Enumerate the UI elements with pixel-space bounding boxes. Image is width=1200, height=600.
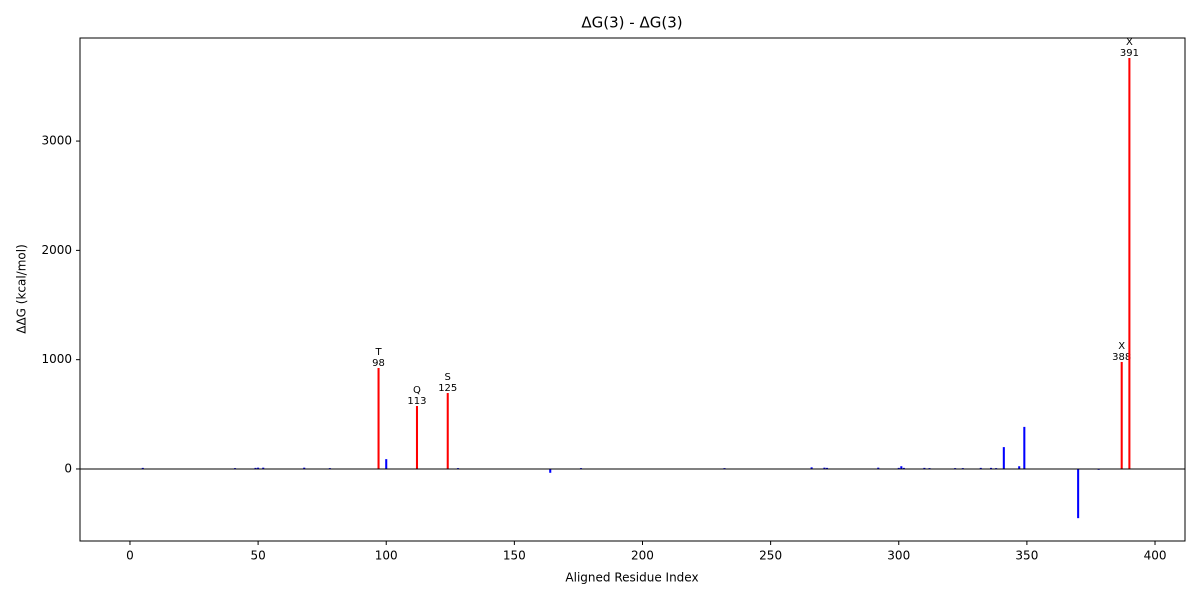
annotation-number: 98: [372, 358, 385, 369]
bar: [1002, 447, 1005, 469]
bar: [1128, 58, 1131, 469]
bar: [1077, 468, 1080, 519]
bar: [900, 466, 903, 469]
bar: [897, 467, 900, 469]
x-axis-label: Aligned Residue Index: [565, 571, 698, 585]
bar: [254, 467, 257, 469]
chart-title: ΔG(3) - ΔG(3): [581, 14, 682, 32]
bar: [141, 467, 144, 469]
bar: [923, 467, 926, 469]
bar: [377, 367, 380, 469]
y-tick-label: 1000: [41, 352, 72, 366]
bar: [549, 468, 552, 473]
x-tick-label: 200: [631, 549, 654, 563]
bar: [825, 467, 829, 469]
annotation-number: 113: [407, 396, 426, 407]
bar: [989, 467, 993, 469]
x-tick-label: 50: [250, 549, 265, 563]
x-tick-label: 250: [759, 549, 782, 563]
y-axis-label: ΔΔG (kcal/mol): [15, 244, 29, 334]
bar: [257, 467, 260, 469]
x-tick-label: 350: [1015, 549, 1038, 563]
bar: [823, 467, 826, 469]
bar: [262, 467, 265, 469]
bar: [1120, 361, 1123, 469]
annotation-number: 125: [438, 383, 457, 394]
axes-frame: [79, 37, 1186, 542]
annotation-number: 388: [1112, 352, 1131, 363]
y-tick-label: 2000: [41, 243, 72, 257]
y-tick-label: 0: [64, 461, 72, 475]
bar: [902, 467, 905, 469]
bar: [385, 459, 388, 469]
x-tick-label: 300: [887, 549, 910, 563]
bar: [810, 467, 813, 469]
bar: [979, 467, 982, 469]
y-tick-label: 3000: [41, 134, 72, 148]
bar: [446, 393, 449, 469]
x-tick-label: 0: [126, 549, 134, 563]
bar: [303, 467, 306, 469]
annotation-letter: X: [1126, 37, 1133, 48]
annotation-letter: Q: [413, 385, 421, 396]
annotation-number: 391: [1120, 48, 1139, 59]
annotation-letter: T: [374, 347, 382, 358]
bar: [1018, 466, 1021, 469]
x-tick-label: 150: [503, 549, 526, 563]
annotation-letter: S: [445, 372, 451, 383]
x-tick-label: 100: [375, 549, 398, 563]
bar: [415, 406, 419, 469]
bar: [877, 467, 880, 469]
bar: [1023, 426, 1026, 469]
annotation-letter: X: [1118, 341, 1125, 352]
x-tick-label: 400: [1144, 549, 1167, 563]
